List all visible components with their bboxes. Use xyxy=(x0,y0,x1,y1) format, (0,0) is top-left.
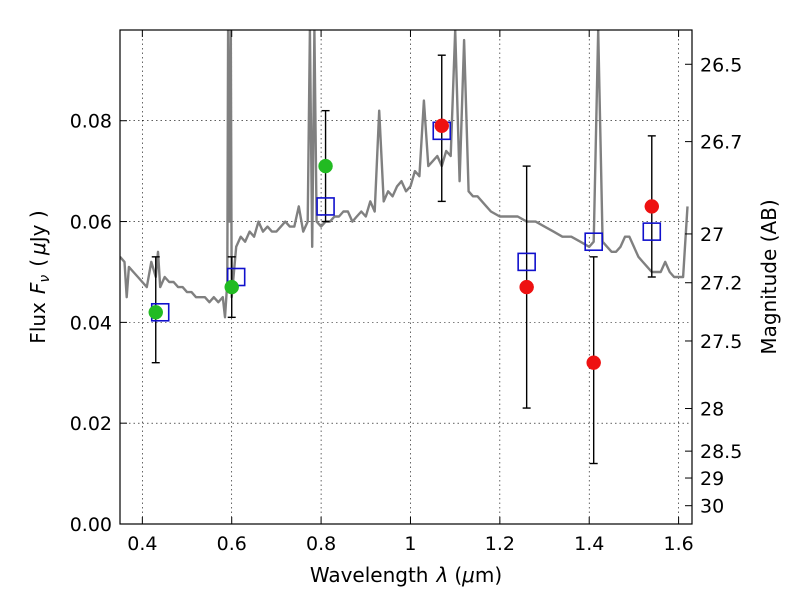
x-tick-label: 0.6 xyxy=(217,533,247,555)
x-axis-label: Wavelength λ (μm) xyxy=(310,563,502,587)
model-spectrum xyxy=(120,30,689,319)
observed-red-point xyxy=(644,199,660,214)
model-photometry-square xyxy=(517,252,536,272)
y-tick-label: 0.00 xyxy=(70,514,112,536)
y-axis-label-unit-open: ( xyxy=(26,259,50,267)
model-photometry-square xyxy=(316,197,335,216)
x-tick-label: 0.8 xyxy=(306,533,336,555)
mag-tick-label: 26.5 xyxy=(700,54,742,76)
observed-red-point xyxy=(586,355,601,370)
data-markers xyxy=(148,118,662,370)
mag-tick-label: 30 xyxy=(700,496,724,518)
mag-tick-label: 28.5 xyxy=(700,441,742,463)
y-axis-label-unit-mu: μ xyxy=(26,242,50,256)
y-axis-label-text: Flux xyxy=(26,302,50,344)
y-axis-label-subscript: ν xyxy=(37,275,53,283)
observed-green-point xyxy=(318,158,333,174)
axis-ticks: 0.4 0.6 0.8 1 1.2 1.4 1.6 0.00 0.02 0.04 0.06 0.08 2… xyxy=(70,30,742,555)
x-axis-label-unit-rest: m) xyxy=(475,563,502,587)
mag-tick-label: 29 xyxy=(700,468,724,490)
y-axis-label: Flux Fν ( μJy ) xyxy=(26,210,53,343)
x-tick-label: 1.4 xyxy=(574,533,604,555)
x-axis-label-unit-mu: μ xyxy=(461,563,475,587)
x-tick-label: 1 xyxy=(404,533,416,555)
y-tick-label: 0.04 xyxy=(70,312,112,334)
mag-tick-label: 27.5 xyxy=(700,331,742,353)
x-axis-label-unit-open: ( xyxy=(454,563,462,587)
mag-tick-label: 27 xyxy=(700,224,724,246)
observed-red-point xyxy=(434,118,449,134)
mag-tick-label: 27.2 xyxy=(700,273,742,295)
y-tick-label: 0.02 xyxy=(70,413,112,435)
x-tick-label: 1.6 xyxy=(663,533,693,555)
observed-green-point xyxy=(224,279,239,295)
x-tick-label: 0.4 xyxy=(127,533,157,555)
mag-tick-label: 28 xyxy=(700,399,724,421)
y2-axis-label: Magnitude (AB) xyxy=(757,199,781,354)
x-axis-label-symbol: λ xyxy=(435,563,448,587)
x-axis-label-text: Wavelength xyxy=(310,563,429,587)
model-photometry-square xyxy=(642,222,662,241)
grid xyxy=(120,30,692,525)
y-tick-label: 0.06 xyxy=(70,212,112,234)
x-tick-label: 1.2 xyxy=(485,533,515,555)
mag-tick-label: 26.7 xyxy=(700,132,742,154)
model-spectrum-line xyxy=(120,30,689,319)
y-axis-label-symbol: F xyxy=(26,282,50,294)
y-tick-label: 0.08 xyxy=(70,111,112,133)
observed-green-point xyxy=(148,305,163,320)
model-photometry-square xyxy=(584,232,603,252)
y-axis-label-unit-rest: Jy ) xyxy=(26,210,50,244)
plot-frame xyxy=(119,29,693,525)
observed-red-point xyxy=(519,279,534,295)
